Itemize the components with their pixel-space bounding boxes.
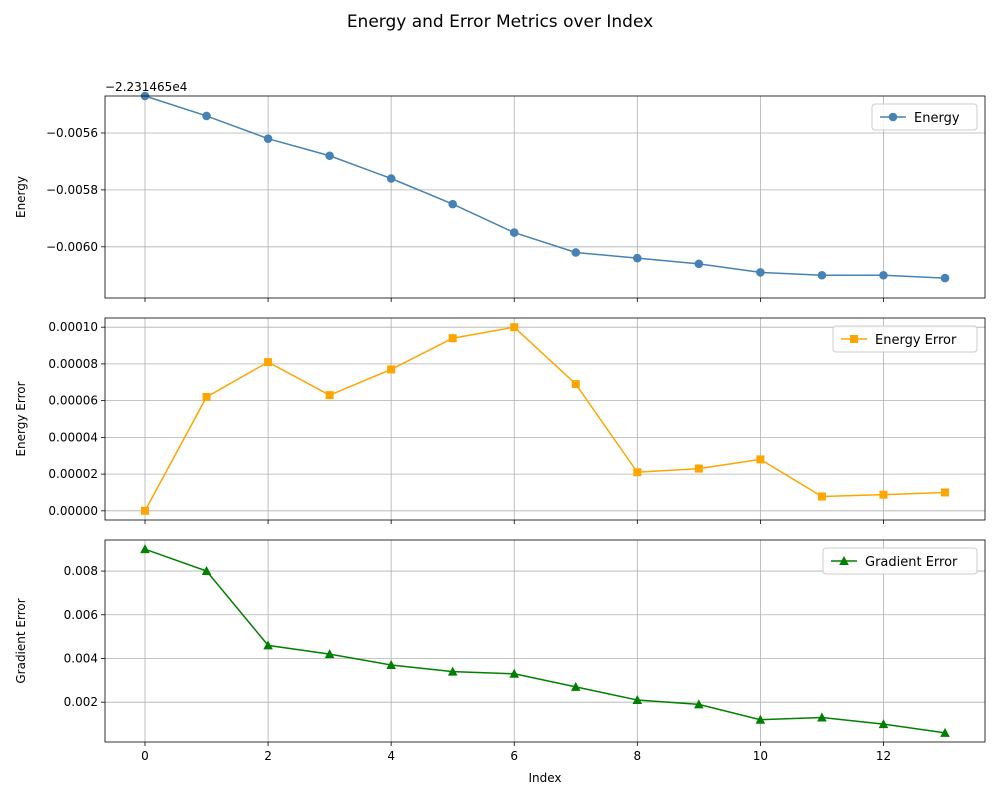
y-tick-label: 0.008	[64, 564, 98, 578]
y-offset-label: −2.231465e4	[105, 80, 187, 94]
series-line-energy	[144, 95, 946, 279]
data-point	[263, 640, 273, 650]
y-tick-label: −0.0056	[46, 126, 98, 140]
data-point	[509, 228, 519, 237]
legend-label: Energy Error	[875, 333, 957, 348]
y-tick-label: 0.004	[64, 651, 98, 665]
panel-3: 0 2 4 6 8 10 12 0.002 0.004 0.006 0.008 Gradient Er…	[14, 539, 986, 785]
data-point	[386, 174, 396, 183]
data-point	[633, 468, 642, 477]
data-point	[447, 666, 458, 676]
data-point	[263, 134, 273, 143]
data-point	[755, 714, 766, 724]
series-line-energy-error	[144, 326, 946, 512]
data-point	[202, 392, 211, 401]
data-point	[633, 253, 642, 263]
data-point	[879, 270, 888, 280]
x-tick-label: 0	[141, 749, 149, 763]
data-point	[756, 455, 765, 464]
figure-title: Energy and Error Metrics over Index	[346, 12, 654, 32]
y-axis-label: Energy	[14, 176, 28, 218]
data-point	[941, 488, 949, 497]
data-point	[756, 268, 765, 277]
data-point	[632, 695, 643, 705]
x-tick-label: 12	[876, 749, 891, 763]
x-tick-label: 8	[633, 749, 641, 763]
axes-frame	[104, 95, 986, 299]
data-point	[325, 151, 334, 161]
data-point	[694, 699, 704, 709]
panel-1: −0.0056 −0.0058 −0.0060 −2.231465e4 Energy En…	[14, 80, 986, 302]
legend-box	[832, 325, 978, 353]
data-point	[817, 270, 827, 280]
data-point	[571, 380, 580, 389]
data-point	[324, 649, 335, 659]
data-point	[878, 719, 889, 729]
data-point	[448, 199, 457, 209]
y-tick-label: 0.00006	[48, 394, 98, 408]
data-point	[509, 668, 520, 678]
axes-frame	[104, 539, 986, 743]
data-point	[879, 490, 888, 499]
x-tick-label: 4	[387, 749, 395, 763]
data-point	[387, 365, 396, 374]
data-point	[940, 273, 950, 283]
y-tick-label: 0.00010	[48, 320, 98, 334]
data-point	[817, 492, 826, 501]
legend-label: Gradient Error	[865, 555, 958, 570]
legend-label: Energy	[914, 111, 960, 126]
legend-marker	[839, 556, 849, 565]
legend-marker	[888, 112, 898, 122]
legend-box	[871, 103, 978, 131]
data-point	[325, 391, 334, 400]
x-axis-label: Index	[528, 771, 561, 785]
data-point	[510, 323, 519, 332]
data-point	[264, 358, 273, 367]
series-line-gradient-error	[144, 548, 946, 734]
data-point	[817, 712, 827, 722]
data-point	[448, 334, 457, 343]
legend: Energy Error	[832, 325, 978, 353]
y-tick-label: 0.002	[64, 695, 98, 709]
x-tick-label: 6	[510, 749, 518, 763]
data-point	[940, 727, 950, 737]
y-tick-label: −0.0058	[46, 183, 98, 197]
y-axis-label: Gradient Error	[14, 598, 28, 683]
data-point	[570, 681, 581, 691]
panel-2: 0.00000 0.00002 0.00004 0.00006 0.00008 0.000…	[14, 317, 986, 524]
legend-box	[822, 547, 978, 575]
y-tick-label: 0.006	[64, 608, 98, 622]
y-tick-label: 0.00000	[48, 504, 98, 518]
y-axis-label: Energy Error	[14, 381, 28, 456]
data-point	[571, 248, 581, 257]
y-tick-label: 0.00008	[48, 357, 98, 371]
data-point	[141, 506, 149, 515]
axes-frame	[104, 317, 986, 521]
data-point	[386, 660, 396, 670]
data-point	[694, 464, 703, 473]
x-tick-label: 2	[264, 749, 272, 763]
x-tick-label: 10	[753, 749, 768, 763]
y-tick-label: 0.00004	[48, 430, 98, 444]
legend: Energy	[871, 103, 978, 131]
legend: Gradient Error	[822, 547, 978, 575]
data-point	[201, 566, 212, 576]
data-point	[140, 544, 150, 554]
legend-marker	[850, 335, 858, 343]
data-point	[202, 111, 211, 121]
y-tick-label: −0.0060	[46, 240, 98, 254]
y-tick-label: 0.00002	[48, 467, 98, 481]
data-point	[694, 259, 704, 269]
